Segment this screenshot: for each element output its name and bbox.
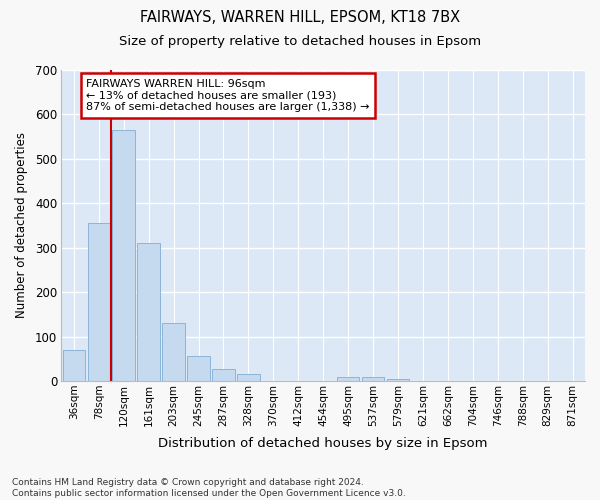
Bar — [62, 350, 85, 381]
Bar — [112, 130, 135, 381]
Bar — [337, 376, 359, 381]
Text: Contains HM Land Registry data © Crown copyright and database right 2024.
Contai: Contains HM Land Registry data © Crown c… — [12, 478, 406, 498]
Bar — [212, 369, 235, 381]
Text: Size of property relative to detached houses in Epsom: Size of property relative to detached ho… — [119, 35, 481, 48]
Bar — [387, 379, 409, 381]
Bar — [163, 323, 185, 381]
Bar — [237, 374, 260, 381]
Bar — [187, 356, 210, 381]
Bar — [362, 376, 384, 381]
Bar — [137, 244, 160, 381]
Text: FAIRWAYS WARREN HILL: 96sqm
← 13% of detached houses are smaller (193)
87% of se: FAIRWAYS WARREN HILL: 96sqm ← 13% of det… — [86, 79, 370, 112]
Text: FAIRWAYS, WARREN HILL, EPSOM, KT18 7BX: FAIRWAYS, WARREN HILL, EPSOM, KT18 7BX — [140, 10, 460, 25]
X-axis label: Distribution of detached houses by size in Epsom: Distribution of detached houses by size … — [158, 437, 488, 450]
Bar — [88, 224, 110, 381]
Y-axis label: Number of detached properties: Number of detached properties — [15, 132, 28, 318]
